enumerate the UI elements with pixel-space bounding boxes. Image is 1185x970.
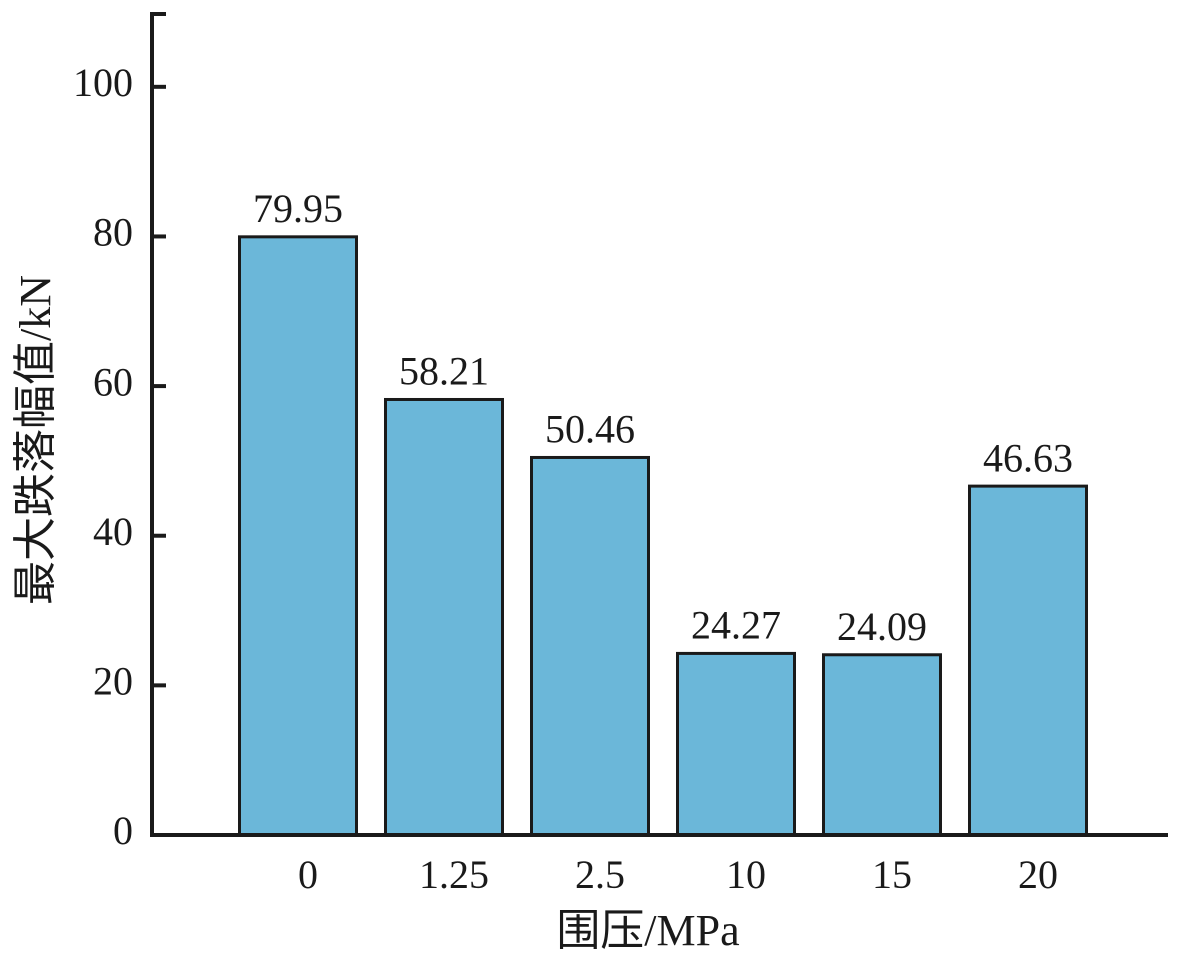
y-tick-label: 20: [93, 659, 133, 704]
value-label: 24.09: [837, 604, 927, 649]
value-label: 58.21: [399, 349, 489, 394]
bar: [676, 651, 796, 837]
value-label: 24.27: [691, 603, 781, 648]
bar: [384, 397, 504, 837]
x-tick-label: 20: [1018, 852, 1058, 897]
x-tick-label: 10: [726, 852, 766, 897]
x-tick-label: 1.25: [419, 852, 489, 897]
x-axis-label: 围压/MPa: [556, 906, 739, 955]
value-label: 46.63: [983, 435, 1073, 480]
y-tick-label: 80: [93, 210, 133, 255]
y-tick-label: 0: [113, 808, 133, 853]
y-axis-label: 最大跌落幅值/kN: [11, 275, 60, 605]
bar: [530, 455, 650, 837]
value-label: 79.95: [253, 186, 343, 231]
y-tick-label: 60: [93, 359, 133, 404]
y-tick-label: 40: [93, 509, 133, 554]
bar: [968, 484, 1088, 837]
x-tick-label: 0: [298, 852, 318, 897]
y-tick-label: 100: [73, 60, 133, 105]
x-tick-label: 2.5: [575, 852, 625, 897]
value-label: 50.46: [545, 407, 635, 452]
bar: [238, 235, 358, 837]
bar: [822, 653, 942, 837]
x-tick-label: 15: [872, 852, 912, 897]
